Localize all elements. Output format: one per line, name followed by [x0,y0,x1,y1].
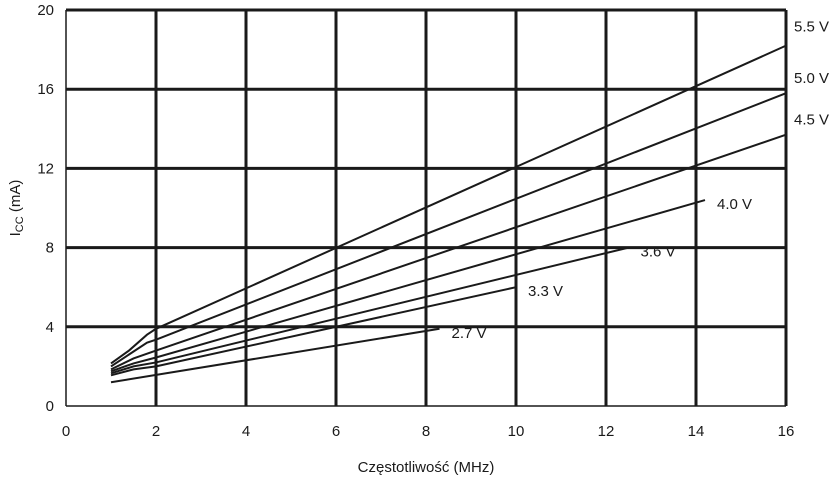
x-tick-label: 0 [62,423,70,440]
series-line-33V [110,286,517,377]
y-tick-label: 0 [46,398,54,415]
y-tick-label: 12 [37,160,54,177]
series-line-45V [110,133,787,371]
y-tick-label: 16 [37,81,54,98]
series-label: 4.5 V [794,112,829,129]
x-tick-label: 10 [508,423,525,440]
y-axis-label: ICC (mA) [7,180,26,237]
series-label: 5.0 V [794,70,829,87]
series-line-27V [110,327,440,384]
tick-labels: 0 2 4 6 8 10 12 14 16 0 4 8 12 16 20 [37,2,794,440]
series-lines [110,44,787,384]
series-line-36V [110,246,629,375]
y-tick-label: 20 [37,2,54,19]
x-tick-label: 14 [688,423,705,440]
x-axis-label: Częstotliwość (MHz) [358,459,495,476]
x-tick-label: 6 [332,423,340,440]
series-line-50V [110,92,787,368]
x-tick-label: 4 [242,423,250,440]
series-labels: 5.5 V 5.0 V 4.5 V 4.0 V 3.6 V 3.3 V 2.7 V [452,19,830,342]
y-tick-label: 8 [46,240,54,257]
x-tick-label: 8 [422,423,430,440]
series-line-55V [110,44,787,365]
series-label: 4.0 V [717,196,752,213]
x-tick-label: 16 [778,423,795,440]
series-label: 3.3 V [528,283,563,300]
grid [65,8,788,407]
series-line-40V [110,199,706,373]
series-label: 2.7 V [452,325,487,342]
x-tick-label: 2 [152,423,160,440]
series-label: 5.5 V [794,19,829,36]
series-label: 3.6 V [641,244,676,261]
x-tick-label: 12 [598,423,615,440]
y-tick-label: 4 [46,319,54,336]
